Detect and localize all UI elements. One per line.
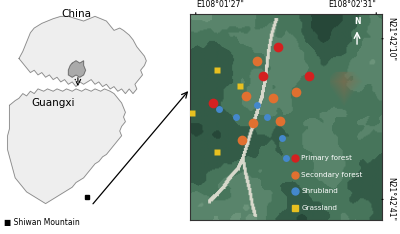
Polygon shape	[68, 61, 86, 77]
Polygon shape	[19, 16, 146, 94]
Text: N: N	[354, 17, 360, 26]
Text: E108°01'27": E108°01'27"	[196, 0, 244, 9]
Text: Secondary forest: Secondary forest	[301, 172, 363, 178]
Text: ■ Shiwan Mountain: ■ Shiwan Mountain	[4, 218, 80, 227]
Text: China: China	[61, 9, 91, 19]
Text: Primary forest: Primary forest	[301, 155, 352, 161]
Text: E108°02'31": E108°02'31"	[328, 0, 376, 9]
Text: N21°42'41": N21°42'41"	[386, 177, 395, 221]
Text: Guangxi: Guangxi	[32, 98, 75, 108]
Text: Shrubland: Shrubland	[301, 188, 338, 194]
Polygon shape	[8, 89, 126, 204]
Text: N21°42'10": N21°42'10"	[386, 17, 395, 61]
Text: Grassland: Grassland	[301, 205, 337, 211]
